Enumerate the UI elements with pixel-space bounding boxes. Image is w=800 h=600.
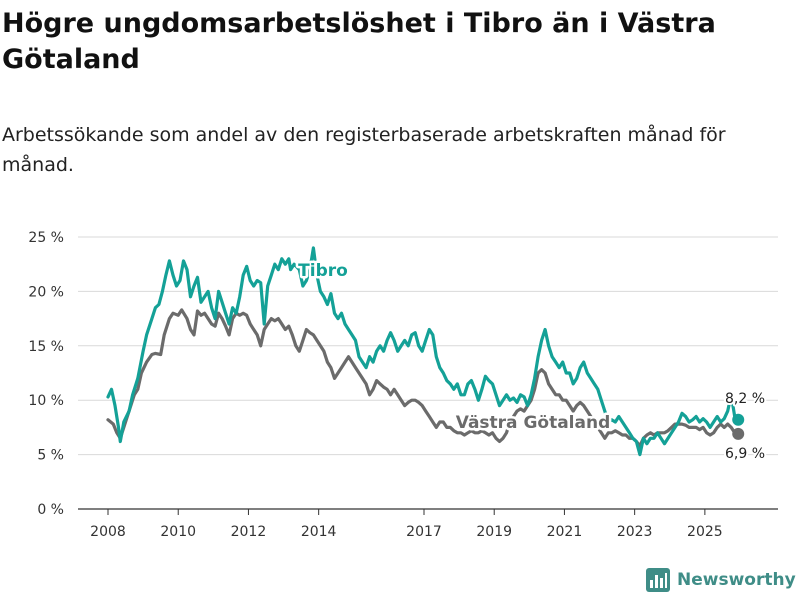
chart-title: Högre ungdomsarbetslöshet i Tibro än i V… (2, 8, 716, 75)
x-tick-label: 2019 (476, 524, 512, 540)
bar-chart-logo-icon (646, 568, 670, 592)
x-tick-label: 2025 (687, 524, 723, 540)
y-tick-label: 20 % (28, 284, 64, 300)
end-value-label-tibro-halo: 8,2 % (725, 391, 765, 407)
y-tick-label: 25 % (28, 230, 64, 246)
series-label-vastra-gotaland: Västra Götaland (456, 413, 611, 433)
x-tick-label: 2023 (617, 524, 653, 540)
x-tick-label: 2008 (90, 524, 126, 540)
x-tick-label: 2021 (547, 524, 583, 540)
chart-subtitle: Arbetssökande som andel av den registerb… (2, 124, 726, 176)
series-label-tibro-halo: Tibro (298, 261, 348, 281)
end-value-label-tibro: 8,2 % (725, 391, 765, 407)
series-label-tibro: Tibro (298, 261, 348, 281)
end-value-label-vastra-gotaland: 6,9 % (725, 446, 765, 462)
brand-logo: Newsworthy (645, 567, 796, 593)
x-tick-label: 2017 (406, 524, 442, 540)
brand-name: Newsworthy (677, 570, 796, 590)
y-tick-label: 0 % (37, 502, 64, 518)
series-line-vastra-gotaland (106, 308, 740, 448)
x-tick-label: 2010 (160, 524, 196, 540)
y-tick-label: 15 % (28, 339, 64, 355)
y-tick-label: 5 % (37, 448, 64, 464)
end-point-vastra-gotaland (732, 427, 745, 440)
end-value-label-vastra-gotaland-halo: 6,9 % (725, 446, 765, 462)
y-tick-label: 10 % (28, 393, 64, 409)
end-point-tibro (732, 413, 745, 426)
x-tick-label: 2014 (301, 524, 337, 540)
series-label-vastra-gotaland-halo: Västra Götaland (456, 413, 611, 433)
series-line-tibro (106, 246, 740, 457)
x-tick-label: 2012 (231, 524, 267, 540)
